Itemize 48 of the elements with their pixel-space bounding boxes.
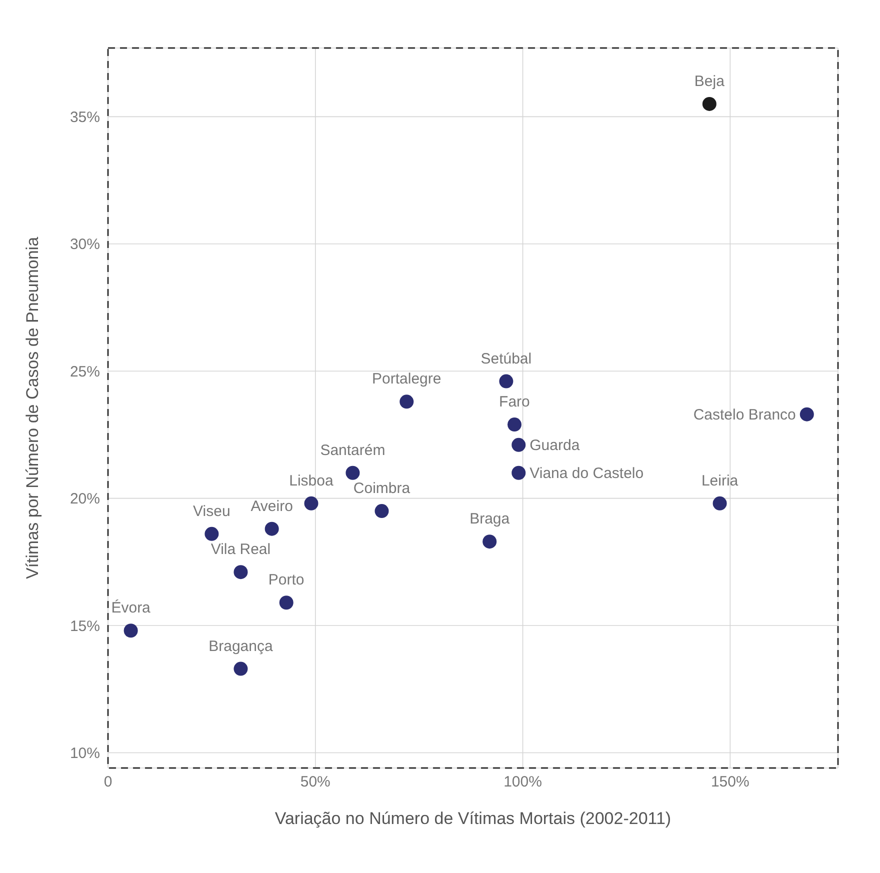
annotation: Beja bbox=[694, 72, 726, 90]
x-tick-label: 150% bbox=[710, 774, 750, 791]
annotation: Portalegre bbox=[372, 370, 442, 388]
point bbox=[507, 418, 522, 432]
y-tick-label: 20% bbox=[70, 490, 100, 508]
x-axis-title: Variação no Número de Vítimas Mortais (2002-2011) bbox=[274, 809, 672, 828]
annotation: Viana do Castelo bbox=[530, 464, 644, 482]
point bbox=[499, 374, 514, 388]
point bbox=[264, 522, 279, 536]
point bbox=[234, 565, 248, 580]
y-tick-label: 25% bbox=[70, 363, 100, 380]
y-axis-title: Vítimas por Número de Casos de Pneumonia bbox=[23, 236, 42, 580]
annotation: Bragança bbox=[208, 638, 274, 655]
point bbox=[346, 466, 360, 480]
annotation: Évora bbox=[111, 598, 152, 617]
annotation: Braga bbox=[470, 510, 510, 528]
point bbox=[374, 504, 389, 518]
annotation: Vila Real bbox=[210, 541, 271, 558]
y-tick-label: 15% bbox=[70, 618, 100, 635]
point bbox=[800, 407, 814, 422]
x-tick-label: 50% bbox=[300, 774, 330, 791]
point bbox=[304, 496, 318, 510]
annotation: Viseu bbox=[193, 502, 230, 520]
y-tick-label: 10% bbox=[70, 745, 100, 762]
point bbox=[482, 534, 497, 549]
annotation: Castelo Branco bbox=[693, 406, 796, 424]
point bbox=[234, 662, 248, 676]
point bbox=[712, 496, 727, 510]
annotation: Guarda bbox=[530, 436, 580, 454]
annotation: Lisboa bbox=[289, 472, 334, 490]
annotation: Faro bbox=[499, 394, 530, 411]
annotation: Porto bbox=[268, 572, 304, 589]
point bbox=[204, 526, 219, 541]
y-tick-label: 30% bbox=[70, 236, 100, 254]
annotation: Setúbal bbox=[480, 350, 532, 368]
annotation: Aveiro bbox=[250, 498, 293, 515]
point bbox=[400, 394, 414, 409]
annotation: Coimbra bbox=[353, 480, 411, 498]
annotation: Leiria bbox=[701, 472, 739, 490]
y-tick-label: 35% bbox=[70, 109, 100, 126]
x-tick-label: 0 bbox=[104, 774, 112, 791]
point bbox=[279, 596, 294, 610]
point bbox=[702, 96, 716, 111]
point bbox=[512, 466, 526, 480]
point bbox=[512, 438, 526, 452]
x-tick-label: 100% bbox=[504, 774, 542, 791]
point bbox=[124, 624, 138, 638]
annotation: Santarém bbox=[320, 442, 386, 459]
